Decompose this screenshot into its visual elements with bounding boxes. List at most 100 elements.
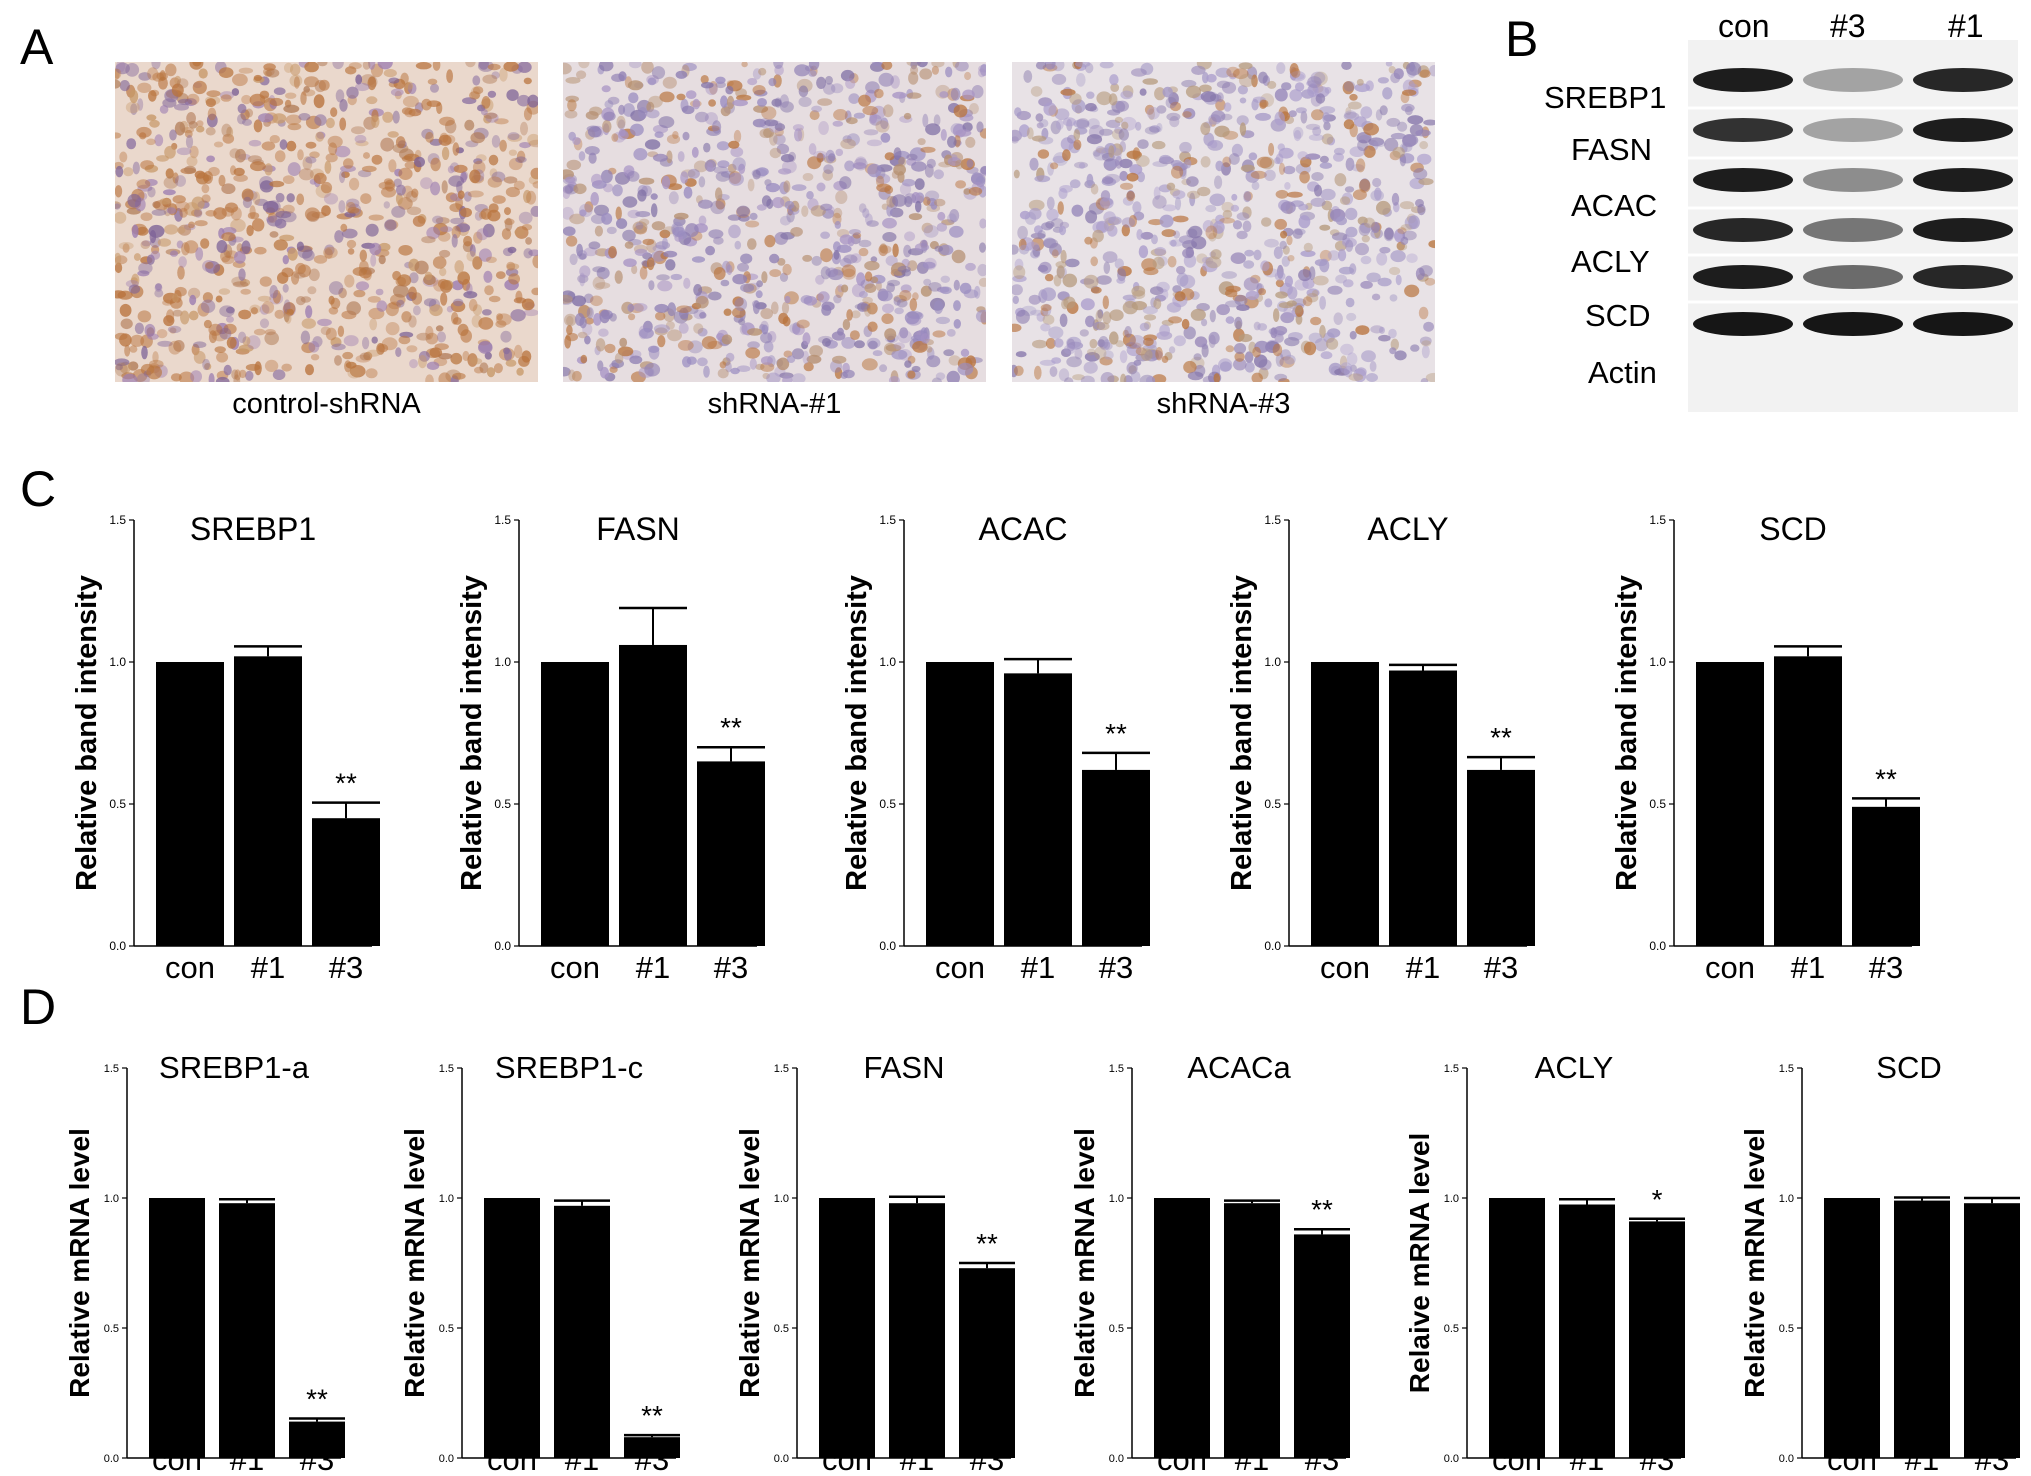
ihc-cell — [1258, 288, 1266, 296]
category-label: #3 — [1099, 950, 1133, 985]
ihc-cell — [274, 150, 286, 163]
ihc-cell — [1140, 348, 1153, 362]
ihc-cell — [1345, 226, 1358, 238]
ihc-cell — [1035, 113, 1044, 122]
ihc-cell — [1079, 162, 1086, 169]
ihc-cell — [727, 163, 737, 173]
ihc-cell — [565, 235, 578, 247]
ihc-cell — [1418, 306, 1429, 320]
ihc-cell — [304, 207, 320, 221]
ihc-cell — [618, 104, 626, 115]
category-label: con — [1157, 1442, 1207, 1476]
ihc-cell — [910, 62, 918, 70]
y-tick-label: 0.0 — [1264, 939, 1281, 953]
category-label: con — [152, 1442, 202, 1476]
ihc-cell — [514, 344, 523, 359]
ihc-cell — [1046, 208, 1059, 221]
ihc-cell — [710, 200, 725, 215]
ihc-cell — [687, 168, 700, 179]
ihc-cell — [638, 107, 648, 120]
ihc-cell — [129, 345, 138, 353]
blot-label-acly: ACLY — [1571, 244, 1650, 279]
ihc-cell — [1256, 156, 1273, 168]
ihc-cell — [275, 192, 285, 203]
ihc-cell — [189, 145, 199, 159]
ihc-cell — [921, 222, 933, 234]
ihc-cell — [505, 359, 517, 367]
ihc-cell — [723, 308, 732, 316]
ihc-cell — [833, 294, 842, 304]
ihc-cell — [1319, 296, 1326, 310]
ihc-cell — [1215, 99, 1226, 111]
ihc-cell — [1038, 261, 1052, 274]
y-tick-label: 0.5 — [104, 1323, 119, 1335]
ihc-cell — [1102, 176, 1114, 185]
ihc-cell — [897, 265, 911, 273]
ihc-cell — [461, 171, 469, 181]
ihc-cell — [1034, 225, 1043, 235]
ihc-cell — [1057, 201, 1064, 215]
ihc-cell — [879, 364, 888, 373]
ihc-cell — [1236, 212, 1250, 221]
ihc-cell — [1140, 231, 1154, 240]
ihc-cell — [308, 341, 320, 353]
ihc-cell — [1300, 110, 1308, 124]
ihc-cell — [741, 62, 748, 68]
ihc-cell — [898, 156, 907, 167]
ihc-cell — [875, 173, 891, 184]
ihc-cell — [1420, 378, 1429, 382]
ihc-cell — [820, 248, 833, 263]
ihc-cell — [611, 133, 619, 142]
ihc-cell — [732, 307, 746, 318]
ihc-cell — [1424, 277, 1435, 286]
ihc-cell — [172, 172, 179, 184]
ihc-cell — [633, 148, 648, 161]
ihc-cell — [369, 318, 378, 331]
ihc-cell — [629, 62, 642, 69]
ihc-cell — [415, 62, 432, 70]
ihc-cell — [651, 66, 666, 80]
ihc-cell — [338, 287, 347, 299]
ihc-cell — [875, 120, 890, 133]
ihc-cell — [213, 141, 224, 148]
ihc-cell — [1346, 312, 1357, 322]
ihc-cell — [287, 247, 298, 261]
blot-label-acac: ACAC — [1571, 188, 1658, 223]
ihc-cell — [531, 287, 538, 296]
ihc-cell — [802, 254, 813, 262]
ihc-cell — [478, 211, 487, 220]
ihc-cell — [434, 343, 449, 350]
ihc-cell — [1334, 173, 1347, 187]
ihc-cell — [668, 191, 679, 205]
ihc-cell — [252, 218, 265, 232]
ihc-cell — [179, 207, 188, 218]
category-label: con — [935, 950, 985, 985]
ihc-cell — [302, 249, 315, 262]
ihc-cell — [1360, 106, 1373, 119]
ihc-cell — [1223, 102, 1232, 112]
ihc-cell — [874, 88, 884, 99]
ihc-cell — [115, 252, 122, 265]
ihc-cell — [1326, 337, 1339, 350]
ihc-cell — [780, 215, 791, 226]
ihc-cell — [854, 340, 865, 349]
ihc-cell — [1115, 156, 1123, 169]
ihc-cell — [935, 372, 946, 381]
ihc-cell — [1340, 196, 1351, 205]
y-tick-label: 1.5 — [774, 1063, 789, 1075]
ihc-cell — [1044, 62, 1056, 70]
ihc-cell — [578, 62, 590, 69]
ihc-cell — [1215, 160, 1224, 172]
ihc-cell — [1060, 88, 1076, 96]
y-tick-label: 0.5 — [879, 797, 896, 811]
ihc-cell — [302, 156, 313, 171]
ihc-cell — [518, 355, 530, 367]
ihc-cell — [863, 129, 879, 136]
ihc-cell — [579, 209, 587, 217]
ihc-cell — [857, 302, 869, 312]
ihc-cell — [269, 231, 279, 238]
ihc-cell — [769, 132, 778, 146]
ihc-cell — [1205, 225, 1218, 240]
ihc-cell — [578, 151, 586, 161]
